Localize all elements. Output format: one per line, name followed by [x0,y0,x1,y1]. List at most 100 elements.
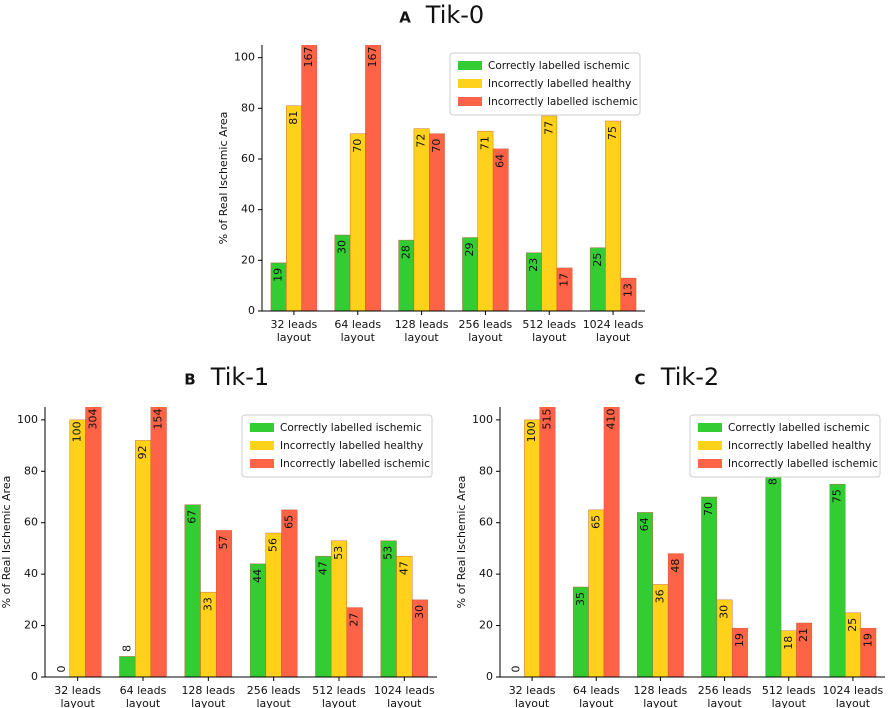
x-tick-label: 256 leads layout [459,318,513,344]
legend-label: Incorrectly labelled ischemic [728,458,878,470]
value-label: 8 [120,645,133,652]
bar [477,130,494,311]
legend-label: Incorrectly labelled healthy [280,440,423,452]
legend-swatch [458,61,482,70]
legend-box [241,414,433,478]
value-label: 36 [653,589,666,603]
bar [860,627,877,677]
value-label: 56 [267,538,280,552]
x-tick-label: 64 leads layout [120,684,167,708]
y-axis-label: % of Real Ischemic Area [217,112,230,245]
bar [301,45,318,311]
value-label: 21 [797,628,810,642]
value-label: 71 [478,136,491,150]
legend-label: Incorrectly labelled ischemic [280,458,430,470]
value-label: 64 [638,517,651,531]
value-label: 65 [589,515,602,529]
x-tick-label: 32 leads layout [509,684,556,708]
x-tick-label: 1024 leads layout [583,318,644,344]
value-label: 100 [71,421,84,442]
value-label: 33 [201,597,214,611]
value-label: 19 [861,633,874,647]
bar [588,509,605,677]
value-label: 70 [351,139,364,153]
legend-swatch [458,79,482,88]
x-tick-label: 128 leads layout [181,684,235,708]
x-tick-label: 512 leads layout [522,318,576,344]
value-label: 53 [382,546,395,560]
x-tick-label: 128 leads layout [395,318,449,344]
bar [413,128,430,311]
value-label: 92 [136,445,149,459]
bar [134,440,152,677]
value-label: 67 [186,510,199,524]
y-tick-label: 40 [479,567,493,580]
x-tick-label: 128 leads layout [634,684,688,708]
value-label: 57 [217,535,230,549]
bar [349,133,366,311]
x-tick-label: 512 leads layout [312,684,366,708]
legend-label: Correctly labelled ischemic [728,422,870,434]
value-label: 75 [831,489,844,503]
value-label: 167 [366,47,379,68]
bar [119,656,136,677]
y-tick-label: 100 [17,413,38,426]
bar [796,622,813,677]
value-label: 23 [527,258,540,272]
legend-swatch [250,441,274,450]
legend-swatch [458,97,482,106]
x-tick-label: 32 leads layout [271,318,318,344]
y-tick-label: 80 [241,101,255,114]
bar [69,419,86,677]
x-tick-label: 1024 leads layout [823,684,884,708]
legend-swatch [250,423,274,432]
bar [829,483,846,677]
x-tick-label: 256 leads layout [247,684,301,708]
value-label: 0 [510,666,523,673]
panel-letter: B [184,371,195,389]
value-label: 19 [733,633,746,647]
value-label: 47 [316,561,329,575]
value-label: 304 [86,409,99,430]
legend-box [689,414,881,478]
bar [637,512,653,677]
legend-swatch [698,423,722,432]
value-label: 25 [591,253,604,267]
chart-title: Tik-2 [660,363,719,391]
value-label: 77 [542,121,555,135]
y-axis-label: % of Real Ischemic Area [0,476,13,609]
y-tick-label: 40 [24,567,38,580]
x-tick-label: 32 leads layout [54,684,101,708]
value-label: 72 [415,134,428,148]
legend-swatch [250,459,274,468]
value-label: 515 [540,409,553,430]
value-label: 47 [397,561,410,575]
bars [69,407,429,677]
value-label: 81 [287,111,300,125]
value-label: 154 [152,409,165,430]
bar [150,407,167,677]
bar [620,277,637,311]
y-tick-label: 60 [24,516,38,529]
y-tick-label: 20 [241,253,255,266]
bars [524,407,877,677]
value-label: 75 [606,126,619,140]
value-label: 100 [525,421,538,442]
y-tick-label: 100 [234,51,255,64]
y-tick-label: 100 [472,413,493,426]
value-label: 28 [399,245,412,259]
x-tick-label: 1024 leads layout [374,684,435,708]
y-tick-label: 20 [24,619,38,632]
bar [539,407,556,677]
value-label: 70 [702,502,715,516]
value-label: 30 [335,240,348,254]
y-tick-label: 60 [479,516,493,529]
bar [541,115,558,311]
value-label: 65 [282,515,295,529]
bar [605,120,621,311]
value-label: 30 [413,605,426,619]
value-label: 53 [332,546,345,560]
bar [524,419,540,677]
value-label: 13 [621,283,634,297]
x-tick-label: 64 leads layout [573,684,620,708]
